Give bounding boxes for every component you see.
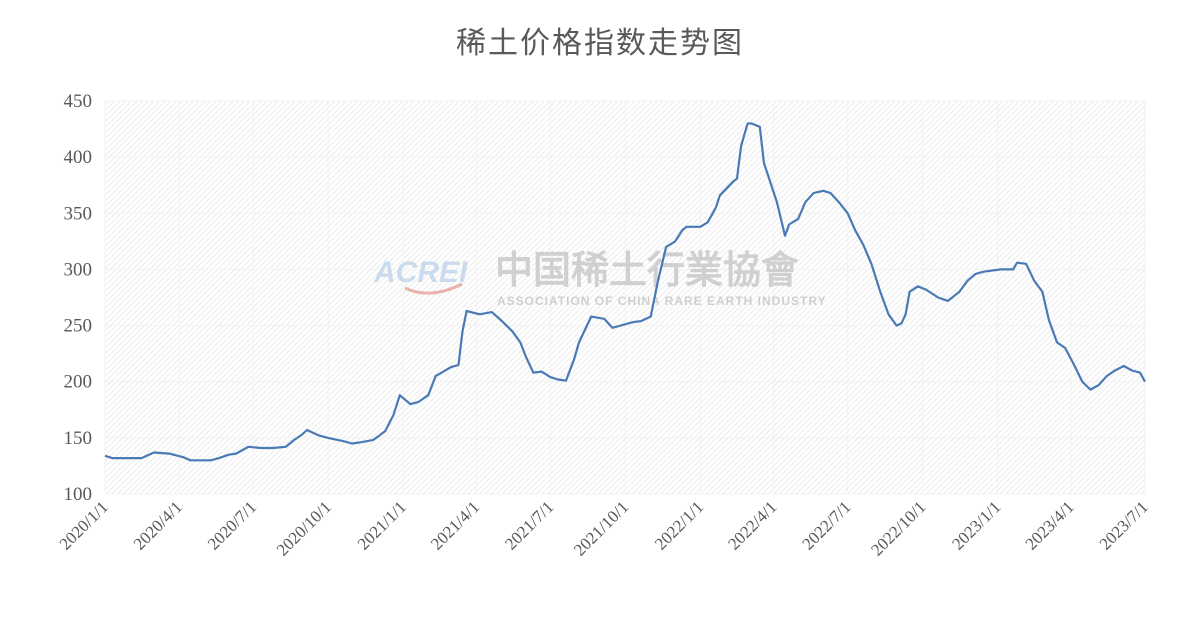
x-tick-label: 2021/1/1 xyxy=(354,497,410,553)
x-tick-label: 2020/4/1 xyxy=(130,497,186,553)
gridlines xyxy=(104,100,1146,495)
watermark-logo-swoosh xyxy=(404,282,463,295)
y-axis-ticks: 100 150 200 250 300 350 400 450 xyxy=(64,91,93,505)
watermark: ACREI 中国稀土行業協會 ASSOCIATION OF CHINA RARE… xyxy=(373,247,827,308)
x-tick-label: 2021/7/1 xyxy=(501,497,557,553)
y-tick-label: 100 xyxy=(64,484,93,505)
y-tick-label: 200 xyxy=(64,372,93,393)
watermark-en-text: ASSOCIATION OF CHINA RARE EARTH INDUSTRY xyxy=(497,294,827,308)
x-tick-label: 2020/7/1 xyxy=(204,497,260,553)
y-tick-label: 150 xyxy=(64,428,93,449)
x-tick-label: 2022/7/1 xyxy=(798,497,854,553)
x-tick-label: 2022/4/1 xyxy=(724,497,780,553)
x-tick-label: 2020/10/1 xyxy=(273,497,335,559)
x-tick-label: 2023/1/1 xyxy=(948,497,1004,553)
x-tick-label: 2021/10/1 xyxy=(570,497,632,559)
series-line xyxy=(104,122,1146,462)
y-tick-label: 250 xyxy=(64,316,93,337)
x-tick-label: 2022/10/1 xyxy=(867,497,929,559)
y-tick-label: 400 xyxy=(64,147,93,168)
x-tick-label: 2023/7/1 xyxy=(1096,497,1152,553)
watermark-cn-text: 中国稀土行業協會 xyxy=(495,247,800,292)
y-tick-label: 300 xyxy=(64,259,93,280)
x-tick-label: 2023/4/1 xyxy=(1022,497,1078,553)
y-tick-label: 350 xyxy=(64,203,93,224)
y-tick-label: 450 xyxy=(64,91,93,112)
x-tick-label: 2022/1/1 xyxy=(651,497,707,553)
x-tick-label: 2021/4/1 xyxy=(427,497,483,553)
chart-title: 稀土价格指数走势图 xyxy=(456,26,744,61)
watermark-logo: ACREI xyxy=(373,256,468,289)
x-tick-label: 2020/1/1 xyxy=(56,497,112,553)
x-axis-ticks: 2020/1/1 2020/4/1 2020/7/1 2020/10/1 2021/1/… xyxy=(56,497,1152,559)
